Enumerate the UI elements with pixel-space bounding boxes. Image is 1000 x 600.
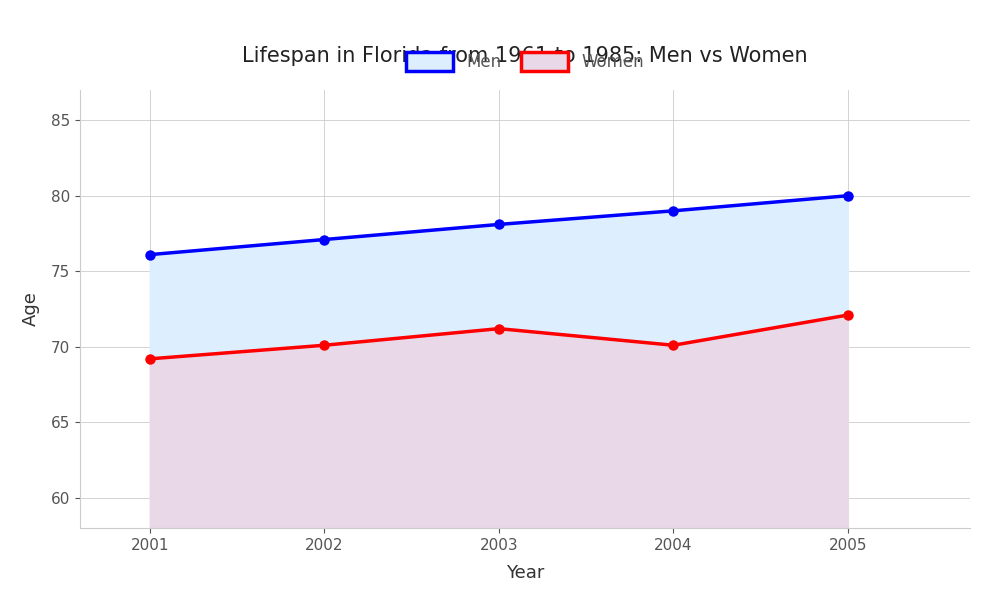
Title: Lifespan in Florida from 1961 to 1985: Men vs Women: Lifespan in Florida from 1961 to 1985: M… (242, 46, 808, 66)
X-axis label: Year: Year (506, 564, 544, 582)
Legend: Men, Women: Men, Women (399, 46, 651, 78)
Y-axis label: Age: Age (22, 292, 40, 326)
